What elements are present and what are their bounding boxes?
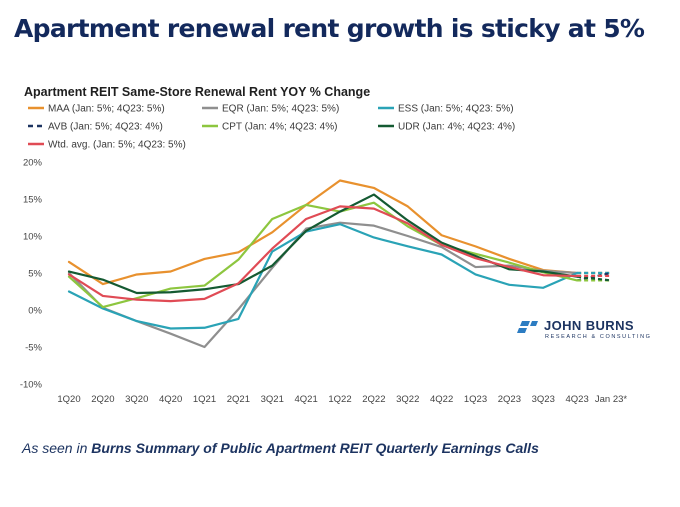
chart-title: Apartment REIT Same-Store Renewal Rent Y… [24, 85, 370, 99]
x-tick-label: 4Q22 [430, 394, 453, 405]
x-tick-label: 4Q23 [566, 394, 589, 405]
x-tick-label: 1Q21 [193, 394, 216, 405]
x-tick-label: 2Q20 [91, 394, 114, 405]
source-prefix: As seen in [22, 440, 92, 456]
x-tick-label: 3Q21 [261, 394, 284, 405]
x-tick-label: 1Q20 [57, 394, 80, 405]
legend-label: AVB (Jan: 5%; 4Q23: 4%) [48, 122, 163, 133]
legend-item: MAA (Jan: 5%; 4Q23: 5%) [28, 104, 165, 115]
legend-item: AVB (Jan: 5%; 4Q23: 4%) [28, 122, 163, 133]
series-path [67, 221, 579, 349]
x-tick-label: 3Q22 [396, 394, 419, 405]
y-tick-label: 15% [23, 195, 43, 206]
x-tick-label: 2Q21 [227, 394, 250, 405]
legend-label: EQR (Jan: 5%; 4Q23: 5%) [222, 104, 339, 115]
y-tick-label: 10% [23, 232, 43, 243]
y-axis: 20% 15% 10% 5% 0% -5% -10% [20, 158, 43, 391]
y-tick-label: -10% [20, 380, 43, 391]
line-chart: Apartment REIT Same-Store Renewal Rent Y… [20, 85, 652, 405]
series-line [67, 221, 611, 349]
y-tick-label: 20% [23, 158, 43, 169]
x-tick-label: 2Q23 [498, 394, 521, 405]
series-line [67, 205, 611, 303]
x-tick-label: Jan 23* [595, 394, 628, 405]
series-line [67, 201, 611, 309]
x-tick-label: 3Q20 [125, 394, 148, 405]
x-tick-label: 4Q20 [159, 394, 182, 405]
legend-label: UDR (Jan: 4%; 4Q23: 4%) [398, 122, 515, 133]
page-headline: Apartment renewal rent growth is sticky … [14, 14, 645, 43]
logo-name: JOHN BURNS [544, 318, 634, 333]
y-tick-label: 0% [28, 306, 42, 317]
john-burns-logo: JOHN BURNS RESEARCH & CONSULTING [517, 318, 652, 340]
series-path [67, 179, 579, 286]
legend-item: ESS (Jan: 5%; 4Q23: 5%) [378, 104, 514, 115]
legend-item: CPT (Jan: 4%; 4Q23: 4%) [202, 122, 337, 133]
x-tick-label: 3Q23 [532, 394, 555, 405]
series-layer [67, 179, 612, 349]
series-line [67, 193, 612, 295]
x-tick-label: 1Q23 [464, 394, 487, 405]
legend-label: CPT (Jan: 4%; 4Q23: 4%) [222, 122, 337, 133]
x-tick-label: 2Q22 [362, 394, 385, 405]
series-path [67, 223, 579, 330]
legend-label: Wtd. avg. (Jan: 5%; 4Q23: 5%) [48, 140, 186, 151]
legend-label: ESS (Jan: 5%; 4Q23: 5%) [398, 104, 514, 115]
series-line [67, 223, 611, 330]
x-tick-label: 4Q21 [295, 394, 318, 405]
logo-tagline: RESEARCH & CONSULTING [545, 334, 652, 340]
x-axis: 1Q20 2Q20 3Q20 4Q20 1Q21 2Q21 3Q21 4Q21 1Q22 2Q22… [57, 394, 627, 405]
chart-legend: MAA (Jan: 5%; 4Q23: 5%) EQR (Jan: 5%; 4Q2… [28, 104, 515, 151]
series-path [67, 205, 579, 303]
y-tick-label: 5% [28, 269, 42, 280]
source-publication: Burns Summary of Public Apartment REIT Q… [91, 440, 539, 456]
legend-item: EQR (Jan: 5%; 4Q23: 5%) [202, 104, 339, 115]
series-projection [577, 275, 612, 282]
x-tick-label: 1Q22 [328, 394, 351, 405]
legend-item: Wtd. avg. (Jan: 5%; 4Q23: 5%) [28, 140, 186, 151]
legend-item: UDR (Jan: 4%; 4Q23: 4%) [378, 122, 515, 133]
logo-mark-icon [517, 321, 538, 333]
source-caption: As seen in Burns Summary of Public Apart… [22, 440, 539, 456]
y-tick-label: -5% [25, 343, 42, 354]
legend-label: MAA (Jan: 5%; 4Q23: 5%) [48, 104, 165, 115]
